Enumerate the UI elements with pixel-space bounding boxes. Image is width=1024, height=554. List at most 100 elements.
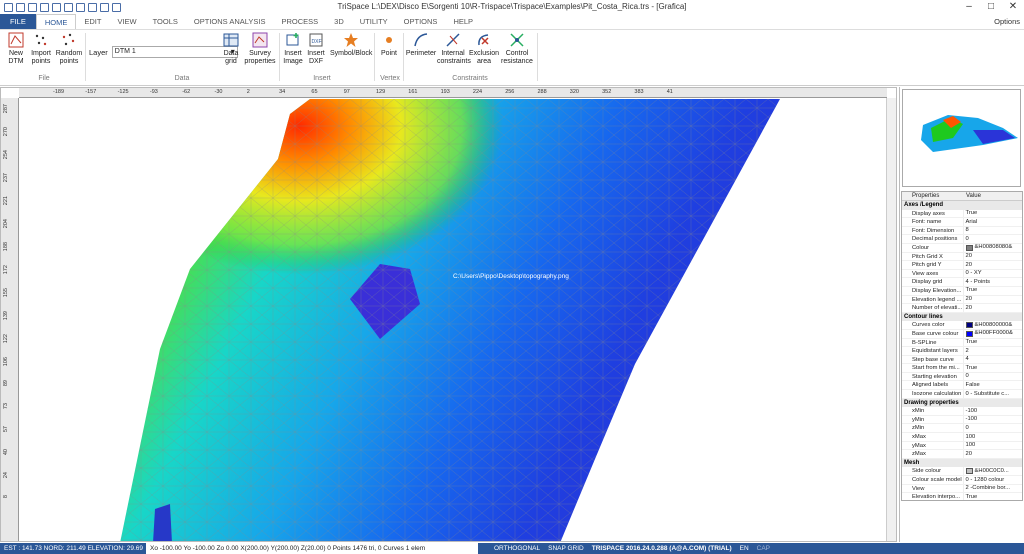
save-icon[interactable]	[4, 2, 13, 12]
property-value[interactable]: &H00800000&	[962, 321, 1022, 329]
close-button[interactable]: ✕	[1008, 1, 1018, 12]
property-row[interactable]: Isozone calculation 0 - Substitute c...	[902, 390, 1022, 399]
property-value[interactable]: True	[962, 493, 1022, 500]
property-value[interactable]: 20	[962, 304, 1022, 312]
property-row[interactable]: Display grid 4 - Points	[902, 278, 1022, 287]
property-row[interactable]: Colour &H00808080&	[902, 243, 1022, 253]
property-row[interactable]: Font: Dimension 8	[902, 226, 1022, 236]
property-value[interactable]: True	[962, 209, 1022, 218]
orthogonal-toggle[interactable]: ORTHOGONAL	[494, 545, 541, 552]
property-row[interactable]: xMin -100	[902, 407, 1022, 416]
property-value[interactable]: 0	[962, 424, 1022, 433]
property-category[interactable]: Axes /Legend	[902, 201, 1022, 210]
property-row[interactable]: View 2 -Combine bor...	[902, 484, 1022, 494]
property-row[interactable]: yMax 100	[902, 441, 1022, 451]
point-button[interactable]: Point	[378, 32, 400, 58]
property-value[interactable]: 4 - Points	[962, 278, 1022, 286]
insert-dxf-button[interactable]: DXF Insert DXF	[306, 32, 326, 66]
control-resistance-button[interactable]: Control resistance	[500, 32, 534, 66]
property-value[interactable]: 20	[962, 450, 1022, 458]
pointer-icon[interactable]	[40, 2, 49, 12]
property-row[interactable]: zMin 0	[902, 424, 1022, 434]
tab-edit[interactable]: EDIT	[84, 17, 102, 26]
property-value[interactable]: -100	[962, 407, 1022, 415]
pan-icon[interactable]	[100, 2, 109, 12]
property-value[interactable]: &H00808080&	[962, 243, 1022, 252]
property-row[interactable]: Font: name Arial	[902, 218, 1022, 227]
property-row[interactable]: Start from the mi... True	[902, 364, 1022, 373]
tab-process[interactable]: PROCESS	[281, 17, 319, 26]
property-row[interactable]: Decimal positions 0	[902, 235, 1022, 244]
zoom-out-icon[interactable]	[64, 2, 73, 12]
internal-constraints-button[interactable]: Internal constraints	[437, 32, 471, 66]
snap-grid-toggle[interactable]: SNAP GRID	[548, 545, 584, 552]
property-value[interactable]: 20	[962, 261, 1022, 269]
property-value[interactable]: 20	[962, 295, 1022, 304]
tab-home[interactable]: HOME	[35, 14, 77, 29]
property-value[interactable]: 4	[962, 355, 1022, 364]
redraw-icon[interactable]	[112, 2, 121, 12]
property-category[interactable]: Contour lines	[902, 312, 1022, 322]
property-row[interactable]: Side colour &H00C0C0...	[902, 467, 1022, 476]
options-link[interactable]: Options	[994, 17, 1020, 26]
property-row[interactable]: Colour scale model 0 - 1280 colour	[902, 476, 1022, 485]
property-value[interactable]: Arial	[962, 218, 1022, 226]
property-value[interactable]: 8	[962, 226, 1022, 235]
property-value[interactable]: True	[962, 338, 1022, 347]
tab-help[interactable]: HELP	[453, 17, 474, 26]
property-row[interactable]: xMax 100	[902, 433, 1022, 442]
property-row[interactable]: Equidistant layers 2	[902, 347, 1022, 356]
tab-utility[interactable]: UTILITY	[359, 17, 388, 26]
tab-3d[interactable]: 3D	[334, 17, 344, 26]
dtm-mesh-view[interactable]	[20, 99, 886, 542]
layer-dropdown[interactable]: DTM 1	[111, 46, 238, 58]
property-value[interactable]: 100	[962, 433, 1022, 441]
minimize-button[interactable]: –	[966, 1, 972, 12]
property-row[interactable]: Number of elevati... 20	[902, 304, 1022, 313]
property-value[interactable]: 2	[962, 347, 1022, 355]
property-value[interactable]: 0 - 1280 colour	[962, 476, 1022, 484]
new-dtm-button[interactable]: New DTM	[4, 32, 28, 66]
property-row[interactable]: Step base curve 4	[902, 355, 1022, 365]
properties-grid[interactable]: Properties Value Axes /Legend Display axe…	[901, 191, 1023, 501]
import-points-button[interactable]: Import points	[29, 32, 53, 66]
property-row[interactable]: B-SPLine True	[902, 338, 1022, 348]
vertical-scrollbar[interactable]	[886, 98, 896, 541]
tab-view[interactable]: VIEW	[117, 17, 137, 26]
property-value[interactable]: 0 - XY	[962, 269, 1022, 278]
insert-image-button[interactable]: Insert Image	[282, 32, 304, 66]
property-value[interactable]: 20	[962, 252, 1022, 261]
property-row[interactable]: Display Elevation... True	[902, 286, 1022, 296]
property-row[interactable]: View axes 0 - XY	[902, 269, 1022, 279]
property-row[interactable]: Elevation legend ... 20	[902, 295, 1022, 305]
property-row[interactable]: yMin -100	[902, 415, 1022, 425]
property-value[interactable]: &H00C0C0...	[962, 467, 1022, 475]
property-category[interactable]: Drawing properties	[902, 398, 1022, 408]
exclusion-area-button[interactable]: Exclusion area	[469, 32, 499, 66]
property-value[interactable]: 0 - Substitute c...	[962, 390, 1022, 398]
property-value[interactable]: &H00FF0000&	[962, 329, 1022, 338]
property-row[interactable]: Starting elevation 0	[902, 372, 1022, 382]
zoom-extents-icon[interactable]	[88, 2, 97, 12]
tab-file[interactable]: FILE	[0, 14, 36, 29]
property-value[interactable]: 0	[962, 235, 1022, 243]
property-row[interactable]: zMax 20	[902, 450, 1022, 459]
tab-tools[interactable]: TOOLS	[152, 17, 178, 26]
property-row[interactable]: Pitch Grid X 20	[902, 252, 1022, 262]
property-row[interactable]: Aligned labels False	[902, 381, 1022, 391]
print-icon[interactable]	[16, 2, 25, 12]
perimeter-button[interactable]: Perimeter	[405, 32, 437, 58]
property-value[interactable]: -100	[962, 415, 1022, 424]
property-row[interactable]: Elevation interpo... True	[902, 493, 1022, 500]
property-value[interactable]: True	[962, 364, 1022, 372]
property-value[interactable]: 0	[962, 372, 1022, 381]
property-value[interactable]: 100	[962, 441, 1022, 450]
tab-options[interactable]: OPTIONS	[403, 17, 438, 26]
zoom-window-icon[interactable]	[76, 2, 85, 12]
3d-preview[interactable]	[902, 89, 1021, 187]
survey-properties-button[interactable]: Survey properties	[244, 32, 276, 66]
drawing-canvas[interactable]: -189 -157 -125 -93 -62 -30 2 34 65 97 129 161 193 224…	[0, 87, 897, 542]
property-row[interactable]: Display axes True	[902, 209, 1022, 219]
property-category[interactable]: Mesh	[902, 458, 1022, 468]
zoom-in-icon[interactable]	[52, 2, 61, 12]
